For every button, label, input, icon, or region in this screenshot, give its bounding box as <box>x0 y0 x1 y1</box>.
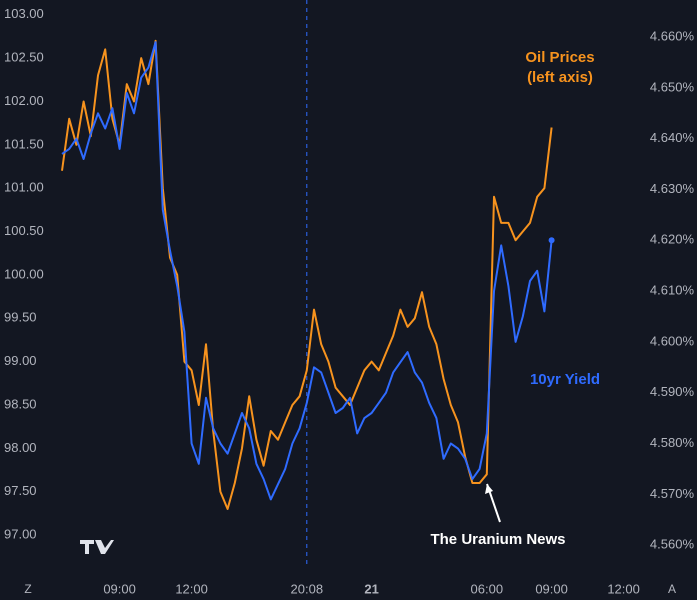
x-tick-label: 06:00 <box>471 581 504 596</box>
y2-tick-label: 4.600% <box>650 333 695 348</box>
series-line <box>61 41 553 501</box>
x-tick-label: 09:00 <box>535 581 568 596</box>
y2-tick-label: 4.640% <box>650 130 695 145</box>
x-tick-label: 12:00 <box>607 581 640 596</box>
auto-button[interactable]: A <box>668 582 676 596</box>
y2-tick-label: 4.580% <box>650 435 695 450</box>
oil-axis-note: (left axis) <box>527 69 593 86</box>
y-tick-label: 99.00 <box>4 353 37 368</box>
x-tick-label: 20:08 <box>291 581 324 596</box>
yield-label: 10yr Yield <box>530 371 600 388</box>
y-tick-label: 98.50 <box>4 396 37 411</box>
scale-button[interactable]: Z <box>24 582 31 596</box>
y2-tick-label: 4.620% <box>650 232 695 247</box>
y2-tick-label: 4.630% <box>650 181 695 196</box>
y-tick-label: 102.50 <box>4 50 44 65</box>
y2-tick-label: 4.610% <box>650 283 695 298</box>
y-tick-label: 101.50 <box>4 136 44 151</box>
news-annotation: The Uranium News <box>430 531 565 548</box>
y-tick-label: 103.00 <box>4 6 44 21</box>
y2-tick-label: 4.570% <box>650 486 695 501</box>
x-tick-label: 21 <box>364 581 378 596</box>
y-tick-label: 100.50 <box>4 223 44 238</box>
y-tick-label: 100.00 <box>4 266 44 281</box>
y-tick-label: 97.00 <box>4 526 37 541</box>
y-tick-label: 97.50 <box>4 483 37 498</box>
y2-tick-label: 4.650% <box>650 79 695 94</box>
y2-tick-label: 4.560% <box>650 537 695 552</box>
x-tick-label: 12:00 <box>175 581 208 596</box>
y2-tick-label: 4.590% <box>650 384 695 399</box>
last-point <box>548 237 555 244</box>
y2-tick-label: 4.660% <box>650 29 695 44</box>
y-tick-label: 102.00 <box>4 93 44 108</box>
logo <box>80 540 114 554</box>
y-tick-label: 98.00 <box>4 440 37 455</box>
arrow-head <box>485 484 493 494</box>
x-tick-label: 09:00 <box>103 581 136 596</box>
y-tick-label: 101.00 <box>4 180 44 195</box>
y-tick-label: 99.50 <box>4 310 37 325</box>
oil-label: Oil Prices <box>525 49 594 66</box>
